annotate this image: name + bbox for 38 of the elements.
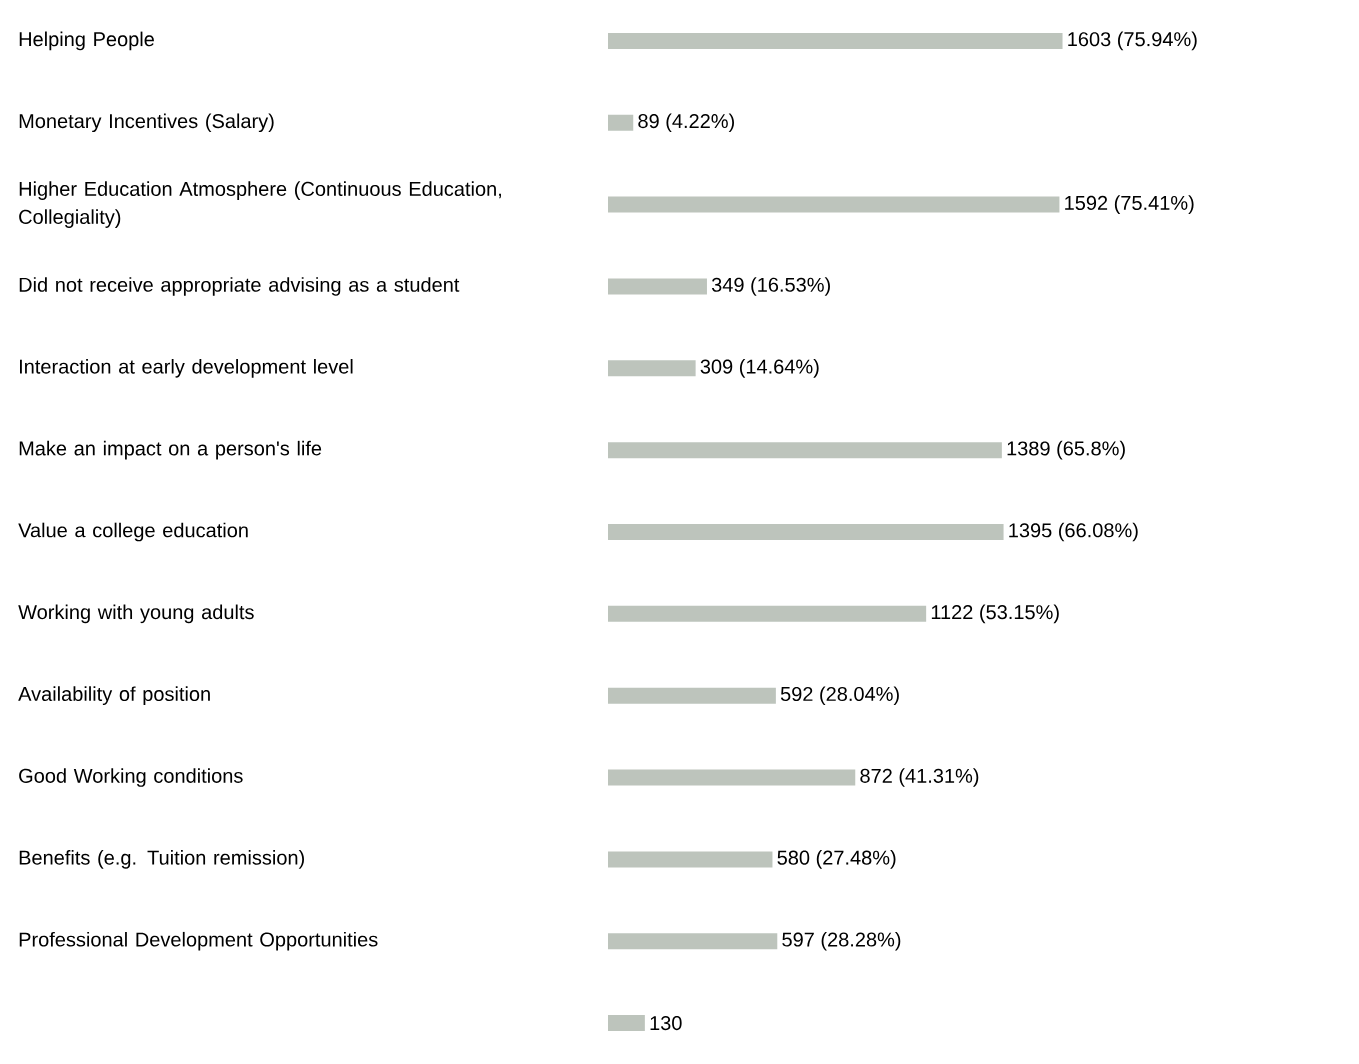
data-label: 1603 (75.94%) — [1068, 31, 1197, 51]
y-tick-label: Did not receive appropriate advising as a student — [19, 277, 460, 296]
y-tick-label: Helping People — [19, 31, 154, 51]
y-tick-label: Monetary Incentives (Salary) — [19, 113, 274, 133]
y-tick-label: Good Working conditions — [19, 768, 243, 787]
bar — [608, 114, 634, 131]
bar — [608, 851, 773, 868]
data-label: 349 (16.53%) — [711, 277, 830, 296]
data-label: 89 (4.22%) — [638, 113, 734, 133]
bar — [608, 442, 1002, 459]
data-label: 1395 (66.08%) — [1009, 522, 1138, 542]
bar — [608, 360, 696, 377]
data-label: 309 (14.64%) — [700, 359, 819, 378]
y-tick-label: Availability of position — [18, 686, 210, 706]
y-tick-label: Value a college education — [18, 522, 248, 542]
y-tick-label: Interaction at early development level — [19, 358, 353, 378]
bar — [608, 687, 776, 704]
data-label: 1122 (53.15%) — [931, 604, 1059, 624]
y-tick-label: Benefits (e.g. Tuition remission) — [19, 850, 304, 869]
bar — [608, 605, 927, 622]
data-label: 597 (28.28%) — [782, 931, 901, 951]
data-label: 592 (28.04%) — [780, 686, 899, 706]
bar — [608, 32, 1063, 49]
bar — [608, 933, 778, 950]
y-tick-label: Working with young adults — [18, 604, 254, 624]
data-label: 1592 (75.41%) — [1065, 195, 1194, 214]
y-tick-label: Make an impact on a person's life — [19, 440, 322, 460]
bar — [608, 278, 707, 295]
data-label: 580 (27.48%) — [777, 850, 896, 869]
bar — [608, 1015, 645, 1032]
y-tick-label: Professional Development Opportunities — [19, 931, 378, 951]
y-tick-label: Higher Education Atmosphere (Continuous Education, Collegiality) — [19, 181, 501, 228]
bar — [608, 524, 1004, 540]
bar — [608, 769, 856, 786]
bar — [608, 196, 1060, 213]
data-label: 130 — [650, 1016, 682, 1031]
data-label: 1389 (65.8%) — [1007, 440, 1125, 460]
data-label: 872 (41.31%) — [860, 768, 979, 787]
